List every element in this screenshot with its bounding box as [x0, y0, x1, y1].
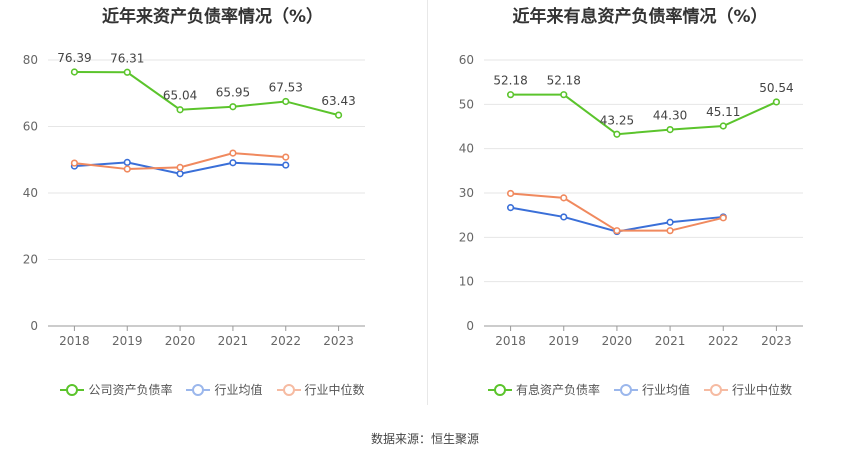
data-point-company	[176, 106, 184, 114]
legend-avg-swatch-icon	[613, 383, 638, 396]
data-label: 44.30	[653, 109, 687, 123]
data-label: 63.43	[321, 94, 355, 108]
data-point-median	[560, 194, 568, 202]
y-tick-label: 0	[30, 319, 38, 333]
data-label: 52.18	[493, 74, 527, 88]
data-point-avg	[176, 170, 184, 178]
legend: 有息资产负债率 行业均值 行业中位数	[430, 381, 850, 398]
data-point-median	[506, 189, 515, 198]
series-line-median	[510, 192, 724, 232]
x-tick-label: 2018	[59, 334, 90, 348]
x-tick-label: 2019	[548, 334, 579, 348]
data-label: 43.25	[600, 113, 634, 127]
data-point-median	[123, 165, 131, 173]
source-note: 数据来源：恒生聚源	[370, 432, 479, 446]
legend-label: 公司资产负债率	[88, 383, 173, 397]
legend-label: 行业均值	[214, 383, 263, 397]
data-point-company	[666, 126, 674, 134]
data-label: 76.39	[57, 51, 91, 65]
legend-label: 行业中位数	[732, 383, 793, 397]
data-point-median	[719, 214, 727, 222]
chart-interest-debt-ratio: 近年来有息资产负债率情况（%） 0 10 20 30 40 50 60 2018 2019 202…	[430, 0, 850, 415]
data-point-company	[229, 103, 237, 111]
legend-item-median[interactable]: 行业中位数	[276, 381, 365, 398]
y-tick-label: 30	[459, 186, 474, 200]
legend-item-avg[interactable]: 行业均值	[186, 381, 263, 398]
y-tick-label: 80	[23, 53, 38, 67]
legend-label: 有息资产负债率	[515, 383, 600, 397]
legend: 公司资产负债率 行业均值 行业中位数	[0, 381, 425, 398]
x-tick-label: 2020	[602, 334, 633, 348]
data-label: 76.31	[110, 51, 144, 65]
data-point-avg	[506, 204, 515, 212]
data-point-company	[772, 98, 781, 106]
x-tick-label: 2020	[165, 334, 196, 348]
chart-title: 近年来资产负债率情况（%）	[101, 7, 324, 27]
legend-median-swatch-icon	[276, 383, 301, 396]
data-point-median	[282, 153, 290, 161]
legend-median-swatch-icon	[704, 383, 728, 396]
y-tick-label: 0	[466, 319, 474, 333]
x-tick-label: 2022	[270, 334, 301, 348]
data-point-avg	[560, 213, 568, 221]
y-tick-label: 60	[459, 53, 474, 67]
chart-divider	[427, 0, 428, 405]
legend-item-company[interactable]: 公司资产负债率	[60, 381, 172, 398]
x-tick-label: 2018	[495, 334, 526, 348]
y-tick-label: 20	[459, 230, 474, 244]
plot-area: 0 20 40 60 80 2018 2019 2020 2021 2022 2023 76.39 76…	[23, 51, 365, 348]
data-label: 52.18	[547, 74, 581, 88]
data-point-median	[613, 227, 621, 235]
data-point-company	[506, 91, 515, 99]
y-tick-label: 20	[23, 253, 38, 267]
data-point-avg	[666, 218, 674, 226]
legend-item-company[interactable]: 有息资产负债率	[487, 381, 600, 398]
data-point-company	[123, 68, 131, 76]
data-label: 45.11	[706, 105, 740, 119]
x-tick-label: 2019	[112, 334, 143, 348]
x-tick-label: 2021	[655, 334, 686, 348]
data-point-company	[70, 68, 79, 76]
x-tick-label: 2021	[218, 334, 249, 348]
series-line-company	[74, 71, 339, 117]
data-point-median	[229, 149, 237, 157]
y-tick-label: 60	[23, 120, 38, 134]
x-tick-label: 2023	[323, 334, 354, 348]
legend-company-swatch-icon	[487, 383, 512, 396]
legend-item-median[interactable]: 行业中位数	[704, 381, 792, 398]
data-label: 67.53	[269, 80, 303, 94]
data-point-avg	[282, 161, 290, 169]
x-tick-label: 2022	[708, 334, 739, 348]
data-point-company	[334, 111, 343, 119]
legend-label: 行业中位数	[304, 383, 365, 397]
y-tick-label: 50	[459, 97, 474, 111]
legend-avg-swatch-icon	[186, 383, 211, 396]
plot-area: 0 10 20 30 40 50 60 2018 2019 2020 2021 2022 2023 52.…	[459, 53, 803, 348]
data-label: 50.54	[759, 81, 793, 95]
y-tick-label: 10	[459, 275, 474, 289]
data-point-company	[560, 91, 568, 99]
legend-company-swatch-icon	[60, 383, 85, 396]
data-point-median	[176, 163, 184, 171]
data-point-company	[613, 130, 621, 138]
chart-debt-ratio: 近年来资产负债率情况（%） 0 20 40 60 80 2018 2019 2020 2021 2…	[0, 0, 425, 415]
series-line-company	[510, 93, 777, 136]
y-tick-label: 40	[459, 142, 474, 156]
data-point-company	[282, 97, 290, 106]
data-point-median	[666, 227, 674, 235]
legend-label: 行业均值	[641, 383, 690, 397]
chart-title: 近年来有息资产负债率情况（%）	[512, 7, 768, 27]
x-tick-label: 2023	[761, 334, 792, 348]
data-point-avg	[123, 158, 131, 167]
data-point-company	[719, 122, 727, 130]
data-point-avg	[229, 159, 237, 167]
data-point-median	[70, 159, 79, 167]
data-label: 65.04	[163, 89, 197, 103]
legend-item-avg[interactable]: 行业均值	[613, 381, 690, 398]
y-tick-label: 40	[23, 186, 38, 200]
data-label: 65.95	[216, 86, 250, 100]
